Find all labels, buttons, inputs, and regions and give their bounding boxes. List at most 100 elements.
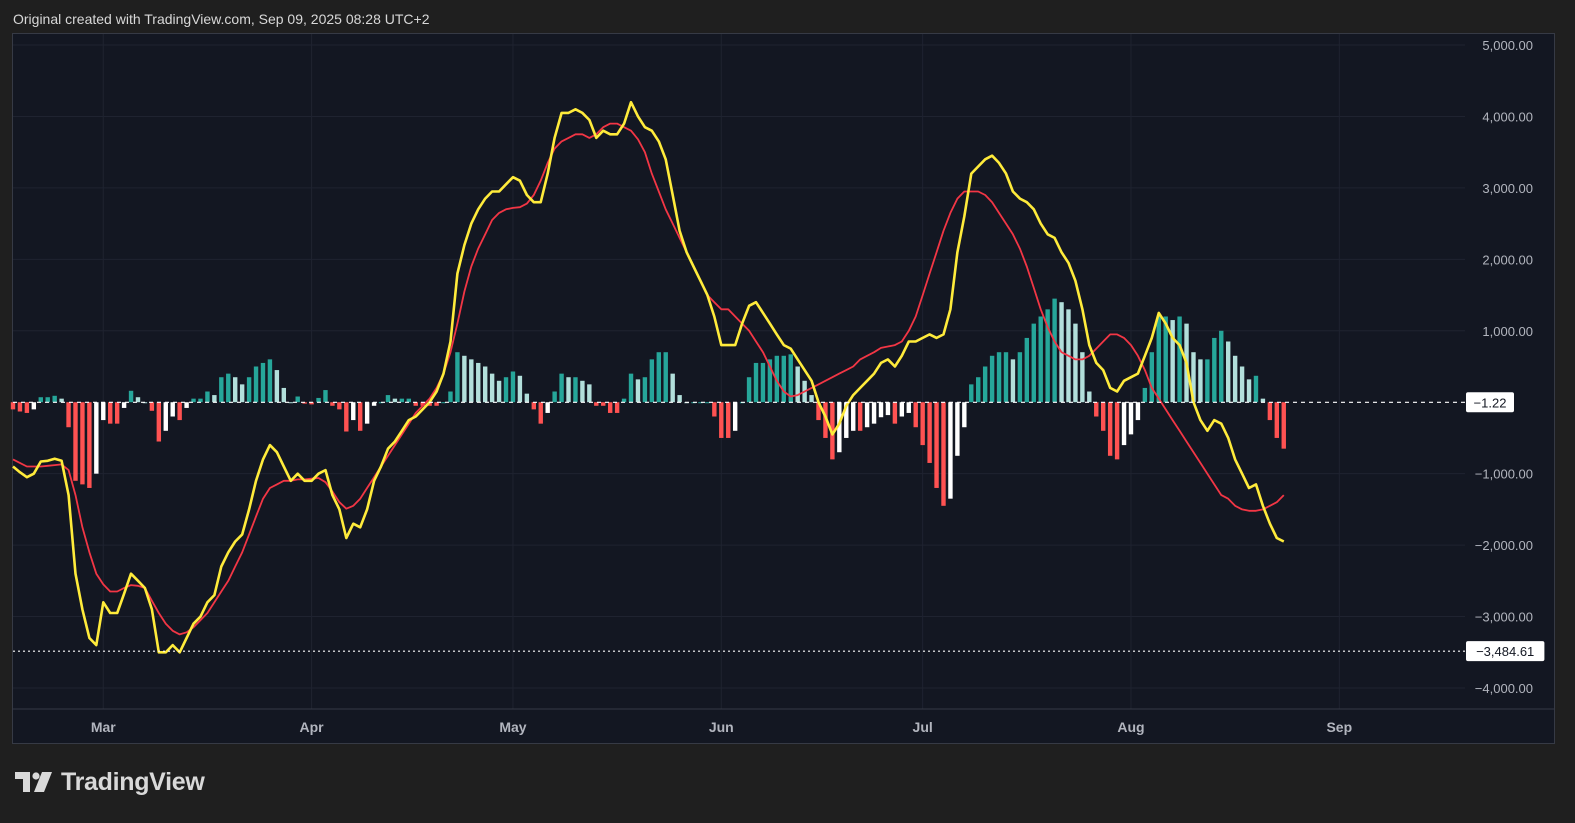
histogram-bar (719, 402, 724, 438)
x-tick-label: Jul (913, 719, 933, 735)
histogram-bar (184, 402, 189, 408)
histogram-bar (177, 402, 182, 421)
histogram-bar (1177, 316, 1182, 403)
histogram-bar (441, 402, 446, 404)
histogram-bar (219, 377, 224, 403)
histogram-bar (226, 373, 231, 403)
histogram-bar (94, 402, 99, 474)
histogram-bar (163, 402, 168, 431)
y-tick-label: −2,000.00 (1475, 538, 1533, 553)
histogram-bar (989, 355, 995, 403)
x-tick-label: May (499, 719, 526, 735)
histogram-bar (628, 373, 634, 403)
tradingview-logo-text: TradingView (61, 768, 205, 796)
histogram-bar (795, 366, 800, 403)
histogram-bar (170, 402, 175, 417)
histogram-bar (552, 391, 557, 403)
histogram-bar (878, 402, 884, 418)
histogram-bar (24, 402, 30, 413)
histogram-bar (128, 390, 134, 403)
histogram-bar (1239, 366, 1245, 403)
histogram-bar (969, 384, 974, 403)
histogram-bar (1045, 309, 1050, 403)
price-label-box (1466, 392, 1514, 413)
x-tick-label: Mar (91, 719, 116, 735)
histogram-bar (934, 402, 939, 488)
histogram-bar (1052, 298, 1057, 403)
histogram-bar (580, 380, 585, 403)
y-tick-label: −3,000.00 (1475, 610, 1533, 625)
histogram-bar (267, 359, 273, 403)
histogram-bar (712, 402, 717, 417)
histogram-bar (1003, 352, 1009, 403)
histogram-bar (482, 366, 488, 403)
histogram-bar (601, 402, 606, 406)
price-label: −3,484.61 (1476, 644, 1534, 659)
histogram-bar (1267, 402, 1273, 421)
histogram-bar (358, 402, 363, 431)
histogram-bar (1107, 402, 1113, 456)
histogram-bar (767, 359, 773, 403)
histogram-bar (1024, 337, 1030, 403)
histogram-bar (941, 402, 946, 506)
histogram-bar (663, 352, 668, 403)
histogram-bar (809, 395, 814, 403)
histogram-bar (156, 402, 162, 442)
histogram-bar (260, 362, 266, 403)
histogram-bar (135, 397, 141, 403)
histogram-bar (587, 384, 592, 403)
histogram-bar (864, 402, 870, 428)
histogram-bar (517, 375, 523, 403)
x-tick-label: Sep (1326, 719, 1352, 735)
histogram-bar (830, 402, 835, 460)
histogram-bar (816, 402, 821, 421)
histogram-bar (31, 402, 37, 410)
histogram-bar (982, 366, 988, 403)
histogram-bar (607, 402, 613, 413)
histogram-bar (191, 398, 196, 403)
y-tick-label: −4,000.00 (1475, 681, 1533, 696)
histogram-bar (469, 359, 474, 403)
price-label: −1.22 (1474, 395, 1507, 410)
histogram-bar (906, 402, 911, 413)
histogram-bar (649, 359, 655, 403)
histogram-bar (246, 377, 252, 403)
histogram-bar (316, 397, 321, 403)
histogram-bar (920, 402, 925, 446)
histogram-bar (73, 402, 78, 481)
x-axis: Mar Apr May Jun Jul Aug Sep (91, 719, 1352, 735)
histogram-bar (732, 402, 738, 431)
histogram-bar (1142, 387, 1148, 403)
histogram-bar (760, 362, 766, 403)
histogram-bar (614, 402, 620, 413)
tradingview-logo[interactable]: TradingView (15, 768, 205, 797)
histogram-bar (948, 402, 953, 499)
histogram-bar (399, 398, 405, 403)
x-tick-label: Aug (1117, 719, 1144, 735)
histogram-bar (1281, 402, 1286, 449)
histogram-bar (698, 402, 703, 404)
histogram-bar (476, 362, 481, 403)
histogram-bar (1031, 323, 1036, 403)
histogram-bar (1260, 398, 1266, 403)
histogram-bar (344, 402, 349, 432)
y-tick-label: 4,000.00 (1482, 109, 1533, 124)
histogram-bar (844, 402, 849, 438)
histogram-bar (705, 402, 710, 404)
histogram-bar (899, 402, 905, 417)
histogram-bar (976, 377, 981, 403)
histogram-bar (1073, 323, 1078, 403)
histogram-bar (330, 402, 335, 406)
histogram-bar (323, 390, 328, 403)
histogram-bar (1191, 352, 1196, 403)
histogram-bar (10, 402, 16, 410)
histogram-bar (212, 395, 217, 403)
histogram-bar (913, 402, 918, 428)
x-tick-label: Apr (300, 719, 325, 735)
histogram-bar (392, 398, 398, 403)
grid (13, 34, 1554, 710)
histogram-bar (101, 402, 106, 421)
histogram-bar (364, 402, 370, 424)
histogram-bar (781, 355, 786, 403)
